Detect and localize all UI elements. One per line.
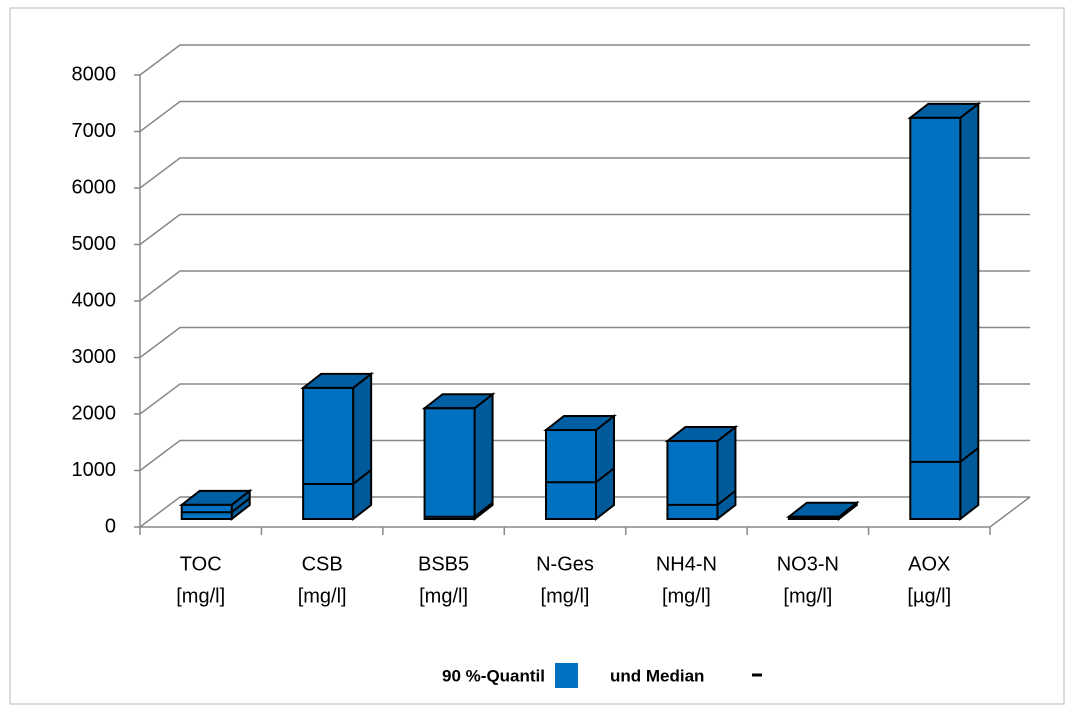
bar-side — [473, 392, 494, 522]
bar-side — [595, 413, 615, 522]
median-line — [546, 467, 615, 484]
bar-group — [421, 392, 496, 522]
x-tick-label: [mg/l] — [662, 585, 711, 607]
bar — [909, 116, 962, 520]
x-tick-label: [mg/l] — [298, 585, 347, 607]
median-line — [303, 469, 372, 485]
x-tick-label: BSB5 — [418, 553, 469, 575]
bar-side — [352, 371, 373, 522]
bar — [666, 440, 719, 520]
median-line — [181, 497, 251, 514]
grid-line — [139, 44, 1030, 76]
x-tick-label: NO3-N — [777, 553, 839, 575]
y-tick-label: 4000 — [72, 289, 117, 311]
bar-group — [300, 371, 375, 522]
bar-group — [785, 500, 860, 522]
bar — [423, 407, 476, 521]
y-tick-label: 3000 — [72, 346, 117, 368]
median-line — [910, 447, 979, 463]
bar-group — [178, 488, 253, 522]
median-line — [788, 503, 858, 519]
grid-line — [139, 157, 1030, 189]
y-tick-label: 7000 — [72, 120, 117, 142]
legend-label: 90 %-Quantil — [442, 666, 545, 685]
legend-label: und Median — [610, 666, 704, 685]
x-tick-label: TOC — [180, 553, 222, 575]
grid-line — [139, 270, 1030, 302]
y-tick-label: 8000 — [72, 63, 117, 85]
median-line — [667, 490, 737, 506]
bar-group — [543, 413, 617, 522]
bar — [302, 386, 355, 521]
bar-side — [716, 424, 737, 522]
bar-group — [907, 101, 982, 522]
chart-frame — [9, 7, 1065, 705]
legend-swatch — [555, 663, 578, 688]
y-tick-label: 1000 — [72, 459, 117, 481]
x-tick-label: [mg/l] — [783, 585, 832, 607]
y-tick-label: 6000 — [72, 176, 117, 198]
x-tick-label: [mg/l] — [541, 585, 590, 607]
bar — [545, 429, 597, 521]
bar-side — [959, 101, 980, 522]
x-tick-label: [mg/l] — [419, 585, 468, 607]
x-tick-label: CSB — [302, 553, 343, 575]
median-line — [424, 501, 494, 518]
x-tick-label: N-Ges — [536, 553, 594, 575]
x-tick-label: [mg/l] — [176, 585, 225, 607]
grid-line — [139, 326, 1030, 359]
grid-line — [139, 383, 1030, 415]
x-tick-label: NH4-N — [656, 553, 717, 575]
grid-line — [139, 496, 1030, 528]
y-tick-label: 2000 — [72, 402, 117, 424]
y-tick-label: 0 — [105, 515, 116, 537]
x-tick-label: [µg/l] — [907, 585, 951, 607]
grid-line — [139, 213, 1030, 246]
bar-group — [664, 424, 739, 522]
x-tick-label: AOX — [908, 553, 950, 575]
grid-line — [139, 100, 1030, 133]
grid-line — [139, 439, 1030, 472]
y-tick-label: 5000 — [72, 233, 117, 255]
